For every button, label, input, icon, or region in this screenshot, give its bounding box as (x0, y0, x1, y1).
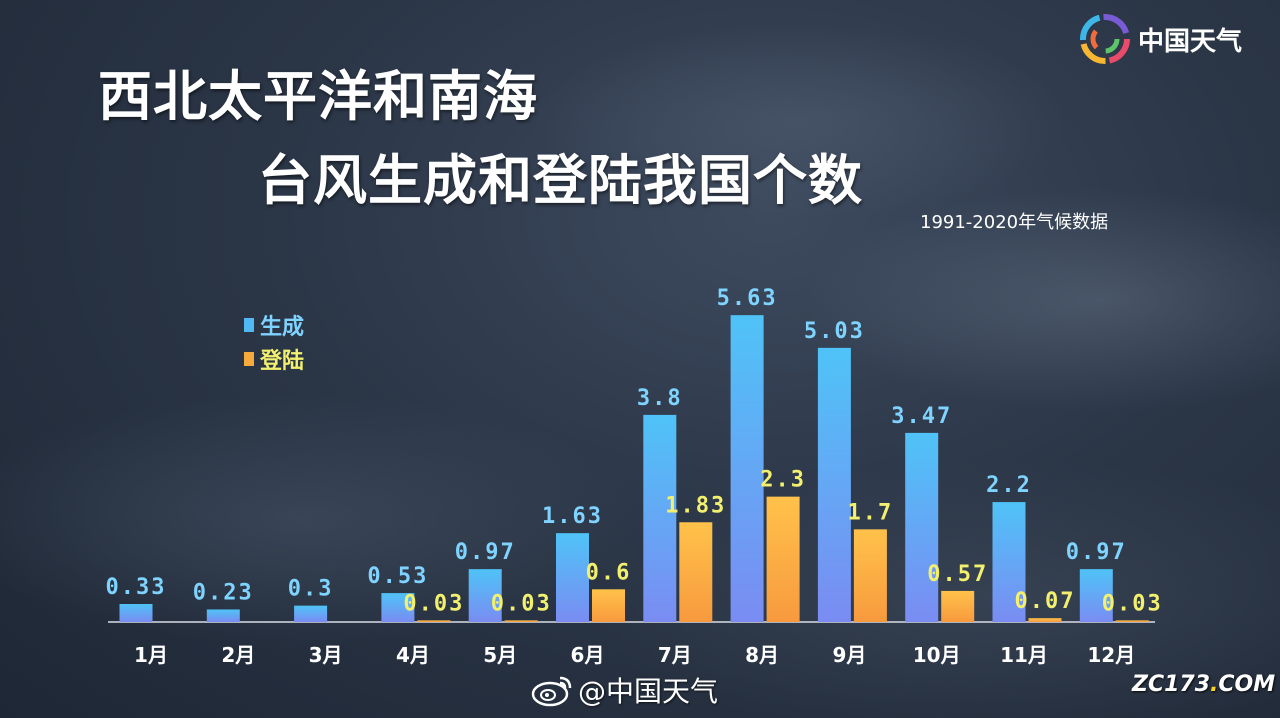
x-tick-label: 8月 (745, 643, 779, 667)
x-tick-label: 11月 (1000, 643, 1048, 667)
legend-item-landing: 登陆 (244, 342, 304, 376)
bar-formation (992, 502, 1026, 622)
data-label-landing: 1.7 (848, 500, 894, 525)
data-label-landing: 0.6 (586, 560, 632, 585)
china-weather-logo-icon (1080, 14, 1130, 64)
bar-landing (853, 529, 887, 622)
data-label-formation: 1.63 (542, 504, 603, 529)
brand-name: 中国天气 (1138, 26, 1243, 57)
x-tick-label: 5月 (483, 643, 517, 667)
bar-landing (766, 496, 800, 622)
data-label-landing: 0.03 (1102, 591, 1163, 616)
data-label-landing: 2.3 (760, 468, 806, 493)
x-tick-label: 12月 (1087, 643, 1135, 667)
data-label-formation: 5.03 (804, 319, 865, 344)
data-label-formation: 5.63 (717, 286, 778, 311)
site-mark-dot: . (1210, 672, 1219, 697)
bar-formation (556, 533, 589, 622)
x-tick-label: 1月 (134, 643, 168, 667)
data-label-landing: 0.03 (403, 591, 464, 616)
bar-landing (679, 522, 713, 622)
bar-landing (941, 590, 975, 622)
data-label-formation: 0.23 (193, 580, 254, 605)
bar-formation (730, 315, 764, 622)
legend-swatch-formation (244, 318, 254, 332)
data-label-landing: 0.57 (927, 562, 988, 587)
legend-swatch-landing (244, 352, 254, 366)
legend-label-landing: 登陆 (260, 349, 305, 374)
bar-landing (504, 620, 538, 622)
weibo-watermark: @中国天气 (530, 670, 718, 710)
legend-item-formation: 生成 (244, 308, 304, 342)
data-label-landing: 0.03 (491, 591, 552, 616)
x-tick-label: 10月 (913, 643, 961, 667)
legend-label-formation: 生成 (260, 315, 305, 340)
bar-formation (381, 593, 415, 622)
data-label-formation: 0.97 (455, 540, 516, 565)
chart-title-line2: 台风生成和登陆我国个数 (258, 149, 863, 212)
data-label-formation: 0.53 (367, 564, 428, 589)
bar-formation (468, 569, 502, 622)
chart-title-line1: 西北太平洋和南海 (98, 65, 538, 128)
site-watermark: ZC173. COM (1132, 672, 1275, 697)
bar-landing (1115, 620, 1149, 622)
data-label-formation: 3.47 (891, 404, 952, 429)
x-tick-label: 9月 (832, 643, 866, 667)
bar-formation (119, 604, 153, 622)
x-tick-label: 4月 (396, 643, 430, 667)
data-label-landing: 0.07 (1015, 589, 1076, 614)
bar-landing (592, 589, 625, 622)
brand: 中国天气 (1080, 14, 1242, 64)
x-tick-label: 2月 (221, 643, 255, 667)
bar-formation (1079, 569, 1113, 622)
data-label-landing: 1.83 (665, 493, 726, 518)
data-label-formation: 0.33 (106, 575, 167, 600)
data-label-formation: 0.97 (1066, 540, 1127, 565)
data-label-formation: 2.2 (986, 473, 1032, 498)
site-mark-post: COM (1218, 672, 1276, 697)
site-mark-pre: ZC173 (1132, 672, 1211, 697)
x-tick-label: 3月 (309, 643, 343, 667)
bar-formation (905, 432, 939, 622)
chart-legend: 生成 登陆 (244, 308, 304, 376)
bar-landing (1028, 618, 1062, 622)
chart-subtitle: 1991-2020年气候数据 (920, 212, 1109, 233)
data-label-formation: 3.8 (637, 386, 683, 411)
bar-landing (417, 620, 451, 622)
data-label-formation: 0.3 (288, 577, 334, 602)
x-tick-label: 7月 (658, 643, 692, 667)
watermark-text: @中国天气 (578, 675, 719, 708)
bar-formation (643, 414, 677, 622)
x-tick-label: 6月 (571, 643, 605, 667)
weibo-icon (531, 676, 572, 707)
bar-formation (206, 609, 240, 622)
bar-formation (294, 605, 328, 622)
bar-formation (817, 347, 851, 622)
